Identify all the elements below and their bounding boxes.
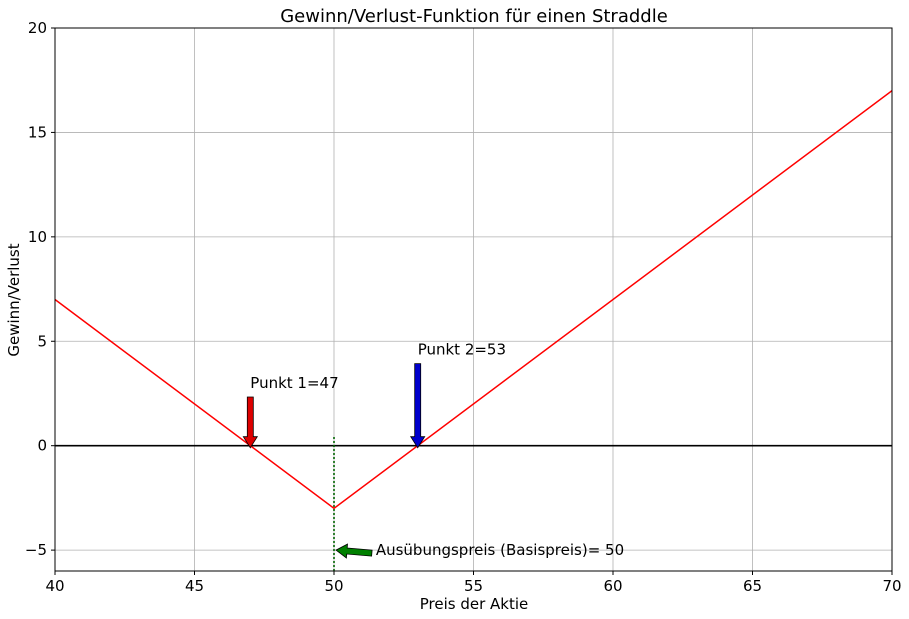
x-tick-label: 45 bbox=[185, 577, 204, 595]
y-tick-label: 0 bbox=[37, 437, 47, 455]
x-tick-label: 60 bbox=[603, 577, 622, 595]
annotations: Punkt 1=47 Punkt 2=53 Ausübungspreis (Basi… bbox=[242, 341, 624, 559]
point-2-label: Punkt 2=53 bbox=[418, 341, 506, 359]
y-tick-label: 5 bbox=[37, 332, 47, 350]
straddle-payoff-line bbox=[54, 90, 893, 510]
series-layer bbox=[54, 90, 893, 510]
y-axis-label: Gewinn/Verlust bbox=[5, 243, 23, 356]
y-tick-label: 20 bbox=[28, 19, 47, 37]
y-tick-label: 15 bbox=[28, 123, 47, 141]
x-axis-label: Preis der Aktie bbox=[420, 595, 529, 613]
point-2-arrow bbox=[409, 363, 426, 449]
x-tick-label: 65 bbox=[743, 577, 762, 595]
strike-arrow bbox=[335, 543, 373, 559]
strike-label: Ausübungspreis (Basispreis)= 50 bbox=[376, 541, 624, 559]
y-tick-label: 10 bbox=[28, 228, 47, 246]
x-tick-label: 70 bbox=[882, 577, 901, 595]
point-1-label: Punkt 1=47 bbox=[250, 374, 338, 392]
chart-title: Gewinn/Verlust-Funktion für einen Stradd… bbox=[280, 6, 668, 27]
ticks: 40 45 50 55 60 65 70 −5 0 5 10 15 20 bbox=[25, 19, 902, 595]
reference-lines bbox=[55, 435, 892, 571]
y-tick-label: −5 bbox=[25, 541, 47, 559]
x-tick-label: 40 bbox=[45, 577, 64, 595]
x-tick-label: 50 bbox=[324, 577, 343, 595]
point-1-arrow bbox=[242, 396, 259, 449]
x-tick-label: 55 bbox=[464, 577, 483, 595]
grid bbox=[54, 27, 893, 571]
